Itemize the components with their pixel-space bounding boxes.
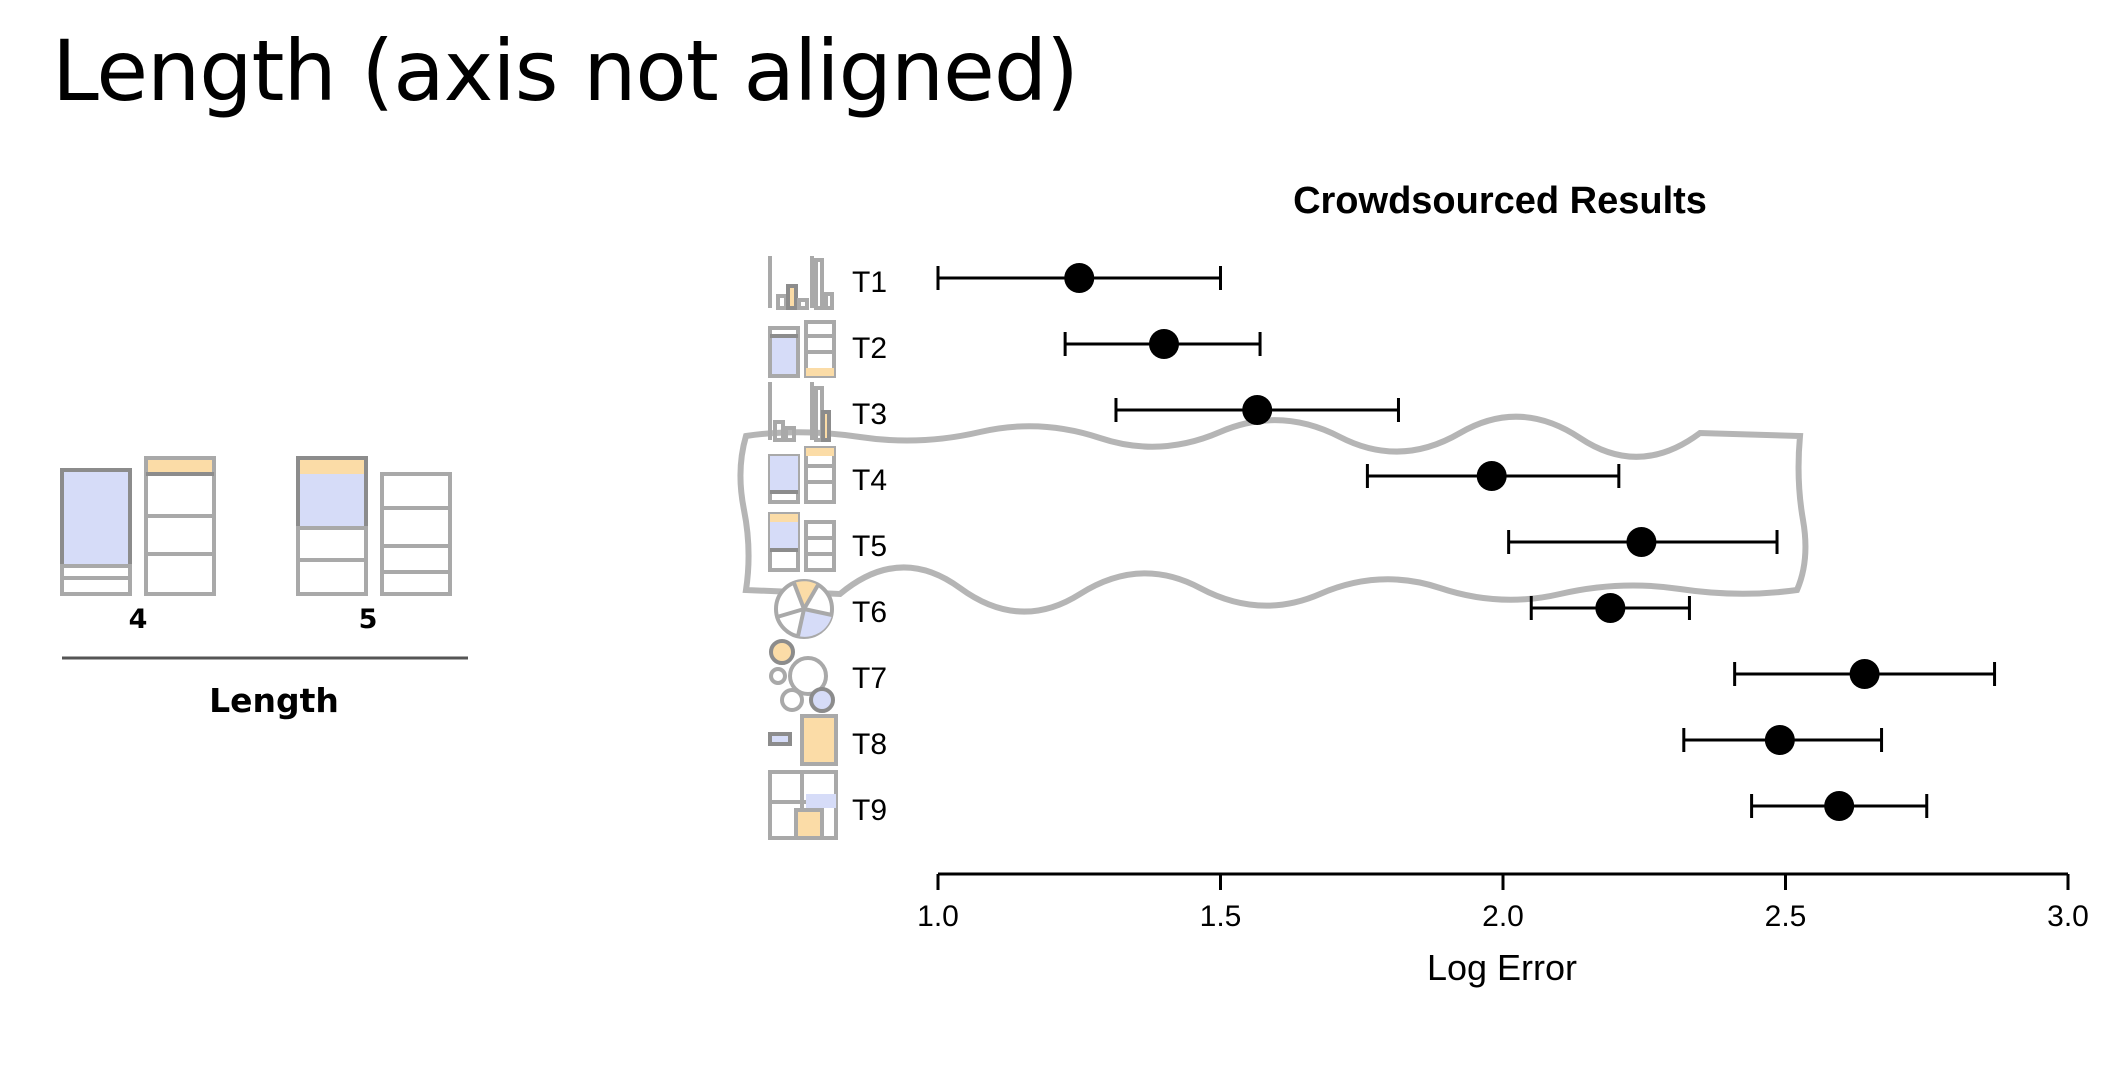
category-label-t1: T1 bbox=[852, 266, 887, 299]
category-label-t3: T3 bbox=[852, 398, 887, 431]
data-point-t5 bbox=[1626, 527, 1657, 557]
error-bar-t8 bbox=[1682, 725, 1884, 755]
x-tick-label: 3.0 bbox=[2047, 900, 2089, 933]
error-bar-t4 bbox=[1365, 461, 1621, 491]
figure-label-4: 4 bbox=[129, 604, 148, 635]
category-label-t6: T6 bbox=[852, 596, 887, 629]
data-point-t9 bbox=[1824, 791, 1855, 821]
slide-title: Length (axis not aligned) bbox=[52, 22, 1079, 120]
figure-label-5: 5 bbox=[359, 604, 378, 635]
error-bar-t7 bbox=[1733, 659, 1997, 689]
length-illustration: 4 5 Length bbox=[60, 456, 468, 720]
data-point-t7 bbox=[1849, 659, 1880, 689]
stacked-bars-figure-4: 4 bbox=[60, 456, 216, 635]
x-tick-label: 1.5 bbox=[1200, 900, 1242, 933]
chart-icon-t5 bbox=[768, 512, 836, 572]
category-label-t9: T9 bbox=[852, 794, 887, 827]
chart-icon-t7 bbox=[769, 639, 835, 713]
chart-icon-t8 bbox=[768, 714, 838, 766]
x-tick-label: 1.0 bbox=[917, 900, 959, 933]
error-bar-t2 bbox=[1063, 329, 1262, 359]
category-label-t8: T8 bbox=[852, 728, 887, 761]
chart-icon-t2 bbox=[768, 320, 836, 378]
error-bar-t6 bbox=[1529, 593, 1691, 623]
x-tick-label: 2.5 bbox=[1765, 900, 1807, 933]
stacked-bars-figure-5: 5 bbox=[296, 456, 452, 635]
x-tick-label: 2.0 bbox=[1482, 900, 1524, 933]
category-labels: T1 T2 T3 T4 T5 T6 T7 T8 T9 bbox=[852, 266, 887, 827]
data-point-t4 bbox=[1476, 461, 1507, 491]
data-point-t2 bbox=[1149, 329, 1179, 359]
data-point-t8 bbox=[1764, 725, 1795, 755]
data-point-t1 bbox=[1064, 263, 1095, 293]
category-label-t2: T2 bbox=[852, 332, 887, 365]
x-axis-tick-labels: 1.0 1.5 2.0 2.5 3.0 bbox=[917, 900, 2089, 933]
category-label-t7: T7 bbox=[852, 662, 887, 695]
data-point-t3 bbox=[1242, 395, 1273, 425]
error-bar-t5 bbox=[1507, 527, 1779, 557]
chart-icon-t9 bbox=[768, 770, 838, 840]
error-bar-t3 bbox=[1114, 395, 1400, 425]
chart-icon-t6 bbox=[774, 579, 834, 639]
category-label-t5: T5 bbox=[852, 530, 887, 563]
highlight-box bbox=[737, 413, 1809, 615]
chart-icon-t4 bbox=[768, 446, 836, 504]
x-axis-ticks bbox=[936, 874, 2070, 890]
chart-title: Crowdsourced Results bbox=[1293, 180, 1707, 222]
chart-icon-t1 bbox=[768, 256, 834, 310]
category-label-t4: T4 bbox=[852, 464, 887, 497]
error-bar-t9 bbox=[1750, 791, 1929, 821]
error-bar-t1 bbox=[936, 263, 1222, 293]
data-point-t6 bbox=[1595, 593, 1626, 623]
x-axis-title: Log Error bbox=[1427, 947, 1577, 988]
chart-icon-t3 bbox=[768, 382, 831, 442]
panel-title: Length bbox=[209, 681, 339, 720]
error-bar-marks bbox=[936, 263, 1997, 821]
